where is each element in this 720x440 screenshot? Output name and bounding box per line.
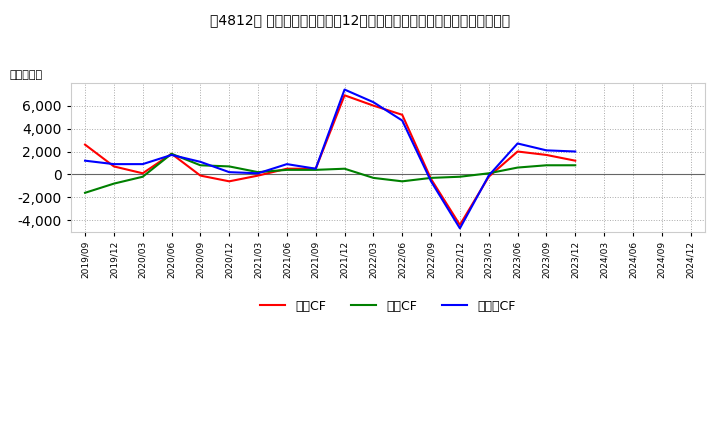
営業CF <box>138 171 147 176</box>
投資CF <box>81 190 89 195</box>
フリーCF <box>341 87 349 92</box>
営業CF <box>369 103 378 108</box>
フリーCF <box>312 166 320 171</box>
Y-axis label: （百万円）: （百万円） <box>9 70 42 80</box>
フリーCF <box>81 158 89 163</box>
投資CF <box>312 167 320 172</box>
フリーCF <box>225 169 233 175</box>
営業CF <box>225 179 233 184</box>
投資CF <box>485 171 493 176</box>
フリーCF <box>571 149 580 154</box>
フリーCF <box>253 171 262 176</box>
フリーCF <box>109 161 118 167</box>
フリーCF <box>282 161 291 167</box>
投資CF <box>369 175 378 180</box>
フリーCF <box>138 161 147 167</box>
投資CF <box>341 166 349 171</box>
営業CF <box>81 142 89 147</box>
投資CF <box>571 163 580 168</box>
フリーCF <box>398 118 407 123</box>
Line: 営業CF: 営業CF <box>85 95 575 225</box>
投資CF <box>167 151 176 157</box>
投資CF <box>253 169 262 175</box>
営業CF <box>571 158 580 163</box>
営業CF <box>456 222 464 227</box>
フリーCF <box>369 99 378 105</box>
投資CF <box>225 164 233 169</box>
投資CF <box>138 174 147 180</box>
Line: フリーCF: フリーCF <box>85 90 575 228</box>
営業CF <box>542 152 551 158</box>
営業CF <box>398 112 407 117</box>
営業CF <box>109 164 118 169</box>
投資CF <box>109 181 118 186</box>
投資CF <box>542 163 551 168</box>
営業CF <box>282 166 291 171</box>
Legend: 営業CF, 投資CF, フリーCF: 営業CF, 投資CF, フリーCF <box>256 295 521 318</box>
フリーCF <box>167 152 176 158</box>
フリーCF <box>427 179 436 184</box>
投資CF <box>427 175 436 180</box>
投資CF <box>456 174 464 180</box>
Line: 投資CF: 投資CF <box>85 154 575 193</box>
Text: ［4812］ キャッシュフローの12か月移動合計の対前年同期増減額の推移: ［4812］ キャッシュフローの12か月移動合計の対前年同期増減額の推移 <box>210 13 510 27</box>
投資CF <box>513 165 522 170</box>
フリーCF <box>456 226 464 231</box>
フリーCF <box>485 173 493 178</box>
営業CF <box>341 93 349 98</box>
フリーCF <box>542 148 551 153</box>
投資CF <box>398 179 407 184</box>
営業CF <box>196 173 204 178</box>
営業CF <box>427 176 436 182</box>
営業CF <box>253 173 262 178</box>
営業CF <box>167 151 176 157</box>
フリーCF <box>513 141 522 146</box>
フリーCF <box>196 159 204 165</box>
営業CF <box>312 166 320 171</box>
投資CF <box>282 167 291 172</box>
営業CF <box>513 149 522 154</box>
営業CF <box>485 174 493 180</box>
投資CF <box>196 163 204 168</box>
